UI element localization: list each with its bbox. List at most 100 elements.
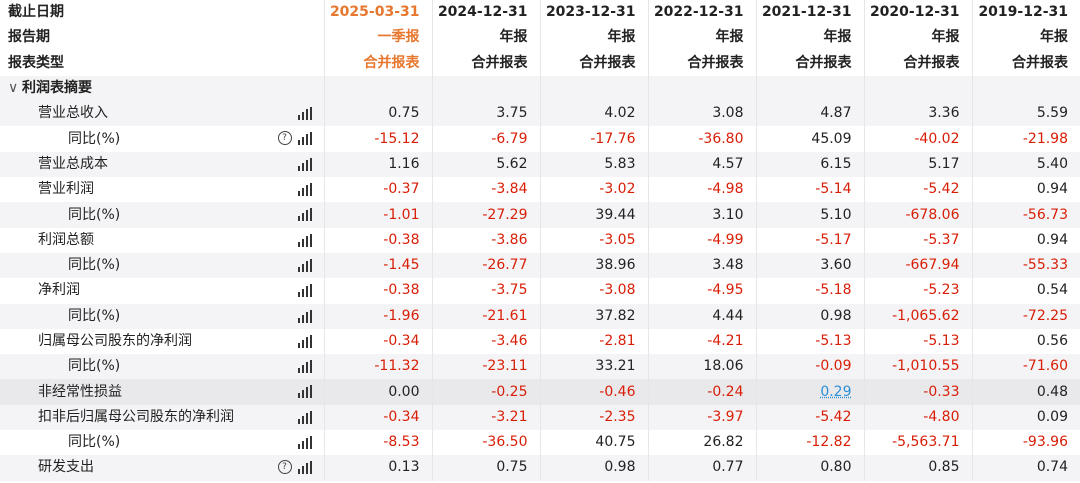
value-cell: -1,010.55: [863, 354, 972, 380]
header-row: 报告期 一季报 年报 年报 年报 年报 年报 年报: [0, 25, 1080, 51]
header-cell: 2024-12-31: [431, 0, 540, 26]
bar-chart-icon[interactable]: [297, 132, 312, 146]
value-cell: -5.42: [755, 404, 864, 431]
header-row: 截止日期 2025-03-31 2024-12-31 2023-12-31 2022-1…: [0, 0, 1080, 26]
value-cell: 4.44: [647, 303, 756, 329]
value-cell[interactable]: 0.29: [755, 379, 864, 405]
bar-chart-icon[interactable]: [297, 208, 312, 222]
value-cell: -0.37: [323, 177, 432, 203]
bar-chart-icon[interactable]: [297, 183, 312, 197]
table-row: 同比(%) -11.32 -23.11 33.21 18.06 -0.09 -1,010.5…: [0, 354, 1080, 380]
value-cell: -3.05: [539, 227, 648, 253]
bar-chart-icon[interactable]: [297, 410, 312, 424]
section-empty-cell: [539, 75, 648, 102]
chevron-down-icon[interactable]: ∨: [8, 80, 19, 97]
table-row: 利润总额 -0.38 -3.86 -3.05 -4.99 -5.17 -5.37 0.94: [0, 227, 1080, 253]
value-cell: -15.12: [323, 126, 432, 152]
bar-chart-icon[interactable]: [297, 309, 312, 323]
value-link[interactable]: 0.29: [820, 383, 852, 400]
value-cell: -1,065.62: [863, 303, 972, 329]
value-cell: -3.86: [431, 227, 540, 253]
row-label-cell: 同比(%): [0, 354, 324, 380]
value-cell: -0.46: [539, 379, 648, 405]
bar-chart-icon[interactable]: [297, 284, 312, 298]
bar-chart-icon[interactable]: [297, 157, 312, 171]
header-cell: 年报: [863, 25, 972, 51]
value-cell: 3.08: [647, 101, 756, 127]
table-row: 研发支出? 0.13 0.75 0.98 0.77 0.80 0.85 0.74: [0, 455, 1080, 481]
row-label: 营业总成本: [38, 155, 108, 172]
table-row: 同比(%)? -15.12 -6.79 -17.76 -36.80 45.09 -40.02…: [0, 126, 1080, 152]
value-cell: -5.13: [863, 328, 972, 355]
value-cell: 38.96: [539, 252, 648, 279]
value-cell: -40.02: [863, 126, 972, 152]
row-label-cell: 同比(%): [0, 303, 324, 329]
value-cell: -5.37: [863, 227, 972, 253]
value-cell: -4.21: [647, 328, 756, 355]
value-cell: -3.21: [431, 404, 540, 431]
value-cell: -8.53: [323, 430, 432, 456]
header-cell: 一季报: [323, 25, 432, 51]
header-label: 报表类型: [8, 54, 64, 71]
header-cell: 合并报表: [971, 50, 1080, 76]
section-row[interactable]: ∨ 利润表摘要: [0, 75, 1080, 102]
header-cell: 年报: [539, 25, 648, 51]
bar-chart-icon[interactable]: [297, 334, 312, 348]
header-cell: 年报: [755, 25, 864, 51]
bar-chart-icon[interactable]: [297, 258, 312, 272]
value-cell: 4.57: [647, 151, 756, 178]
row-label: 同比(%): [68, 130, 121, 147]
row-label: 非经常性损益: [38, 383, 122, 400]
row-label-cell: 同比(%): [0, 430, 324, 455]
value-cell: -0.25: [431, 379, 540, 405]
value-cell: -5.42: [863, 177, 972, 203]
row-label: 研发支出: [38, 459, 94, 476]
help-icon[interactable]: ?: [277, 460, 292, 475]
header-cell: 2022-12-31: [647, 0, 756, 26]
value-cell: -21.61: [431, 303, 540, 329]
table-row: 营业总收入 0.75 3.75 4.02 3.08 4.87 3.36 5.59: [0, 101, 1080, 127]
row-label-cell: 同比(%): [0, 202, 324, 228]
bar-chart-icon[interactable]: [297, 107, 312, 121]
value-cell: 5.59: [971, 101, 1080, 127]
header-cell: 合并报表: [863, 50, 972, 76]
value-cell: -0.34: [323, 404, 432, 431]
row-label: 归属母公司股东的净利润: [38, 333, 192, 349]
row-label-cell: 非经常性损益: [0, 379, 324, 405]
value-cell: -1.01: [323, 202, 432, 228]
value-cell: -4.95: [647, 278, 756, 304]
value-cell: -5.17: [755, 227, 864, 253]
value-cell: -3.97: [647, 404, 756, 431]
section-empty-cell: [971, 75, 1080, 102]
section-toggle[interactable]: ∨ 利润表摘要: [0, 75, 324, 102]
header-label: 截止日期: [8, 4, 64, 21]
help-icon[interactable]: ?: [277, 131, 292, 146]
bar-chart-icon[interactable]: [297, 233, 312, 247]
value-cell: -4.80: [863, 404, 972, 431]
value-cell: 18.06: [647, 354, 756, 380]
table-row: 归属母公司股东的净利润 -0.34 -3.46 -2.81 -4.21 -5.13 -5.1…: [0, 328, 1080, 355]
header-cell: 2021-12-31: [755, 0, 864, 26]
value-cell: 33.21: [539, 354, 648, 380]
value-cell: -1.96: [323, 303, 432, 329]
value-cell: -0.34: [323, 328, 432, 355]
table-row: 同比(%) -8.53 -36.50 40.75 26.82 -12.82 -5,563.7…: [0, 430, 1080, 456]
row-label-cell: 利润总额: [0, 228, 324, 253]
table-row: 扣非后归属母公司股东的净利润 -0.34 -3.21 -2.35 -3.97 -5.42-…: [0, 404, 1080, 431]
value-cell: -0.38: [323, 227, 432, 253]
value-cell: -0.09: [755, 354, 864, 380]
bar-chart-icon[interactable]: [297, 461, 312, 475]
row-label: 扣非后归属母公司股东的净利润: [38, 408, 234, 425]
bar-chart-icon[interactable]: [297, 436, 312, 450]
header-cell: 合并报表: [431, 50, 540, 76]
bar-chart-icon[interactable]: [297, 360, 312, 374]
bar-chart-icon[interactable]: [297, 385, 312, 399]
value-cell: 0.54: [971, 278, 1080, 304]
value-cell: -0.33: [863, 379, 972, 405]
row-label: 营业总收入: [38, 105, 108, 122]
value-cell: 3.10: [647, 202, 756, 228]
row-label: 净利润: [38, 282, 80, 299]
value-cell: 0.74: [971, 455, 1080, 481]
value-cell: 3.60: [755, 252, 864, 279]
value-cell: -36.80: [647, 126, 756, 152]
